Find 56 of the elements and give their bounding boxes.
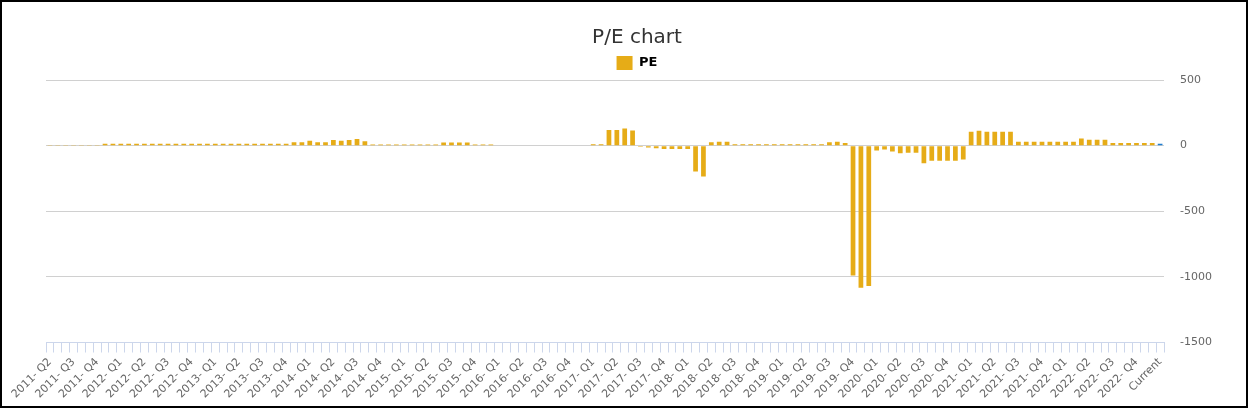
bar — [960, 146, 966, 160]
bar — [1063, 141, 1068, 146]
bar — [653, 146, 659, 149]
bar — [299, 142, 305, 146]
chart-title: P/E chart — [592, 24, 683, 49]
bar — [1016, 141, 1021, 146]
bar — [1141, 143, 1147, 146]
bar — [1126, 143, 1131, 146]
y-tick-label: -1000 — [1180, 269, 1213, 283]
bar — [929, 146, 935, 161]
bar — [874, 146, 880, 151]
bar — [937, 146, 942, 161]
bar — [701, 146, 706, 177]
bar — [716, 141, 722, 146]
bar — [945, 146, 950, 161]
bar — [685, 146, 691, 149]
bar — [331, 139, 336, 146]
bar — [1008, 131, 1013, 146]
bar — [1000, 131, 1005, 146]
bar — [307, 140, 313, 146]
bar — [630, 130, 635, 146]
y-tick-label: 0 — [1180, 138, 1188, 152]
bar — [315, 142, 320, 146]
bar — [708, 142, 714, 146]
bar — [661, 146, 667, 149]
bar — [622, 128, 628, 146]
bar — [323, 142, 328, 146]
bar — [905, 146, 911, 153]
bar — [897, 146, 903, 154]
bar — [1071, 141, 1076, 146]
bar — [827, 142, 832, 146]
bar — [291, 142, 297, 146]
bar — [677, 146, 683, 149]
bar — [1086, 139, 1092, 146]
bar — [1079, 138, 1084, 146]
bar — [1110, 143, 1116, 146]
bar — [693, 146, 698, 172]
bar — [882, 146, 887, 150]
bar — [1118, 143, 1124, 146]
bar — [842, 143, 848, 146]
y-tick-label: 500 — [1180, 72, 1202, 86]
y-tick-label: -1500 — [1180, 335, 1213, 349]
bar — [866, 146, 872, 287]
bar — [1023, 141, 1029, 146]
bar — [614, 129, 620, 146]
bar — [834, 141, 840, 146]
bar — [1149, 143, 1155, 146]
bar — [992, 131, 998, 146]
bar — [890, 146, 895, 152]
bar — [1134, 143, 1139, 146]
bar — [1055, 141, 1061, 146]
bar — [953, 146, 958, 161]
bar — [338, 140, 344, 146]
legend-label: PE — [639, 54, 658, 70]
y-tick-label: -500 — [1180, 204, 1206, 218]
bar — [669, 146, 675, 149]
